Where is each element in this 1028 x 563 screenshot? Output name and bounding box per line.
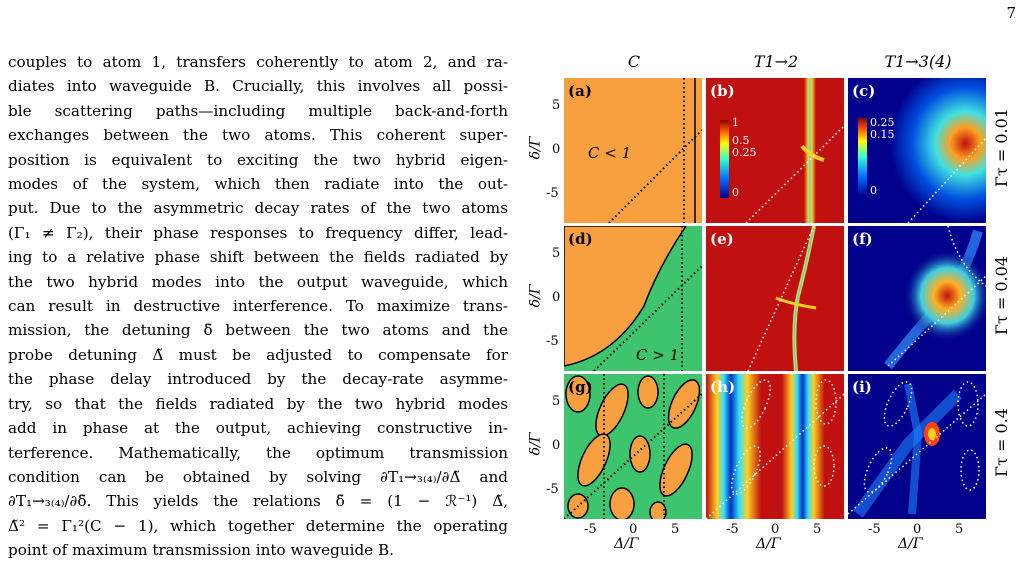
text-line: ∂T₁→₃₍₄₎/∂δ̃. This yields the relations … bbox=[8, 492, 508, 511]
panel-b: (b) 1 0.5 0.25 0 bbox=[706, 78, 844, 223]
row-label-3: Γτ = 0.4 bbox=[992, 408, 1011, 477]
panel-label-b: (b) bbox=[710, 82, 735, 100]
y-tick: 5 bbox=[552, 246, 561, 261]
text-line: put. Due to the asymmetric decay rates o… bbox=[8, 199, 508, 218]
y-axis-title-2: δ/Γ bbox=[527, 284, 544, 308]
panel-label-e: (e) bbox=[710, 230, 734, 248]
panel-label-g: (g) bbox=[568, 378, 593, 396]
text-line: try, so that the fields radiated by the … bbox=[8, 394, 508, 413]
x-axis-title-3: Δ/Γ bbox=[898, 536, 923, 552]
region-label-c-greater-1: C > 1 bbox=[636, 346, 680, 364]
x-tick: 0 bbox=[913, 522, 922, 537]
panel-label-i: (i) bbox=[852, 378, 872, 396]
y-tick: 0 bbox=[552, 142, 561, 157]
colorbar-label-c-0: 0 bbox=[870, 184, 877, 197]
x-tick: 0 bbox=[629, 522, 638, 537]
page-number: 7 bbox=[1006, 4, 1016, 22]
x-tick: -5 bbox=[868, 522, 881, 537]
panel-e: (e) bbox=[706, 226, 844, 371]
text-line: Δ̃² = Γ₁²(C − 1), which together determi… bbox=[8, 516, 508, 535]
x-tick: 0 bbox=[771, 522, 780, 537]
y-axis-title-3: δ/Γ bbox=[527, 432, 544, 456]
panel-label-a: (a) bbox=[568, 82, 592, 100]
y-axis-title-1: δ/Γ bbox=[527, 136, 544, 160]
y-tick: -5 bbox=[546, 334, 559, 349]
colorbar-label-025: 0.25 bbox=[732, 146, 757, 159]
text-line: can result in destructive interference. … bbox=[8, 297, 508, 316]
colorbar-label-0: 0 bbox=[732, 186, 739, 199]
panel-d: (d) C > 1 bbox=[564, 226, 702, 371]
x-tick: 5 bbox=[671, 522, 680, 537]
panel-label-f: (f) bbox=[852, 230, 873, 248]
x-tick: -5 bbox=[584, 522, 597, 537]
text-line: diates into waveguide B. Crucially, this… bbox=[8, 77, 508, 96]
text-line: (Γ₁ ≠ Γ₂), their phase responses to freq… bbox=[8, 223, 508, 242]
panel-a: (a) C < 1 bbox=[564, 78, 702, 223]
y-tick: 5 bbox=[552, 98, 561, 113]
text-line: the phase delay introduced by the decay-… bbox=[8, 370, 508, 389]
panel-h: (h) bbox=[706, 374, 844, 519]
x-tick: 5 bbox=[813, 522, 822, 537]
column-title-c: C bbox=[627, 52, 641, 71]
region-label-c-less-1: C < 1 bbox=[588, 144, 632, 162]
y-tick: 5 bbox=[552, 394, 561, 409]
column-title-t134: T1→3(4) bbox=[884, 52, 952, 71]
row-label-1: Γτ = 0.01 bbox=[992, 108, 1011, 188]
x-axis-title-2: Δ/Γ bbox=[756, 536, 781, 552]
y-tick: 0 bbox=[552, 290, 561, 305]
panel-c: (c) 0.25 0.15 0 bbox=[848, 78, 986, 223]
text-line: position is equivalent to exciting the t… bbox=[8, 150, 508, 169]
text-line: ble scattering paths—including multiple … bbox=[8, 101, 508, 120]
text-line: probe detuning Δ̃ must be adjusted to co… bbox=[8, 345, 508, 364]
text-line: add in phase at the output, achieving co… bbox=[8, 419, 508, 438]
colorbar-label-c-025: 0.25 bbox=[870, 116, 895, 129]
panel-label-d: (d) bbox=[568, 230, 593, 248]
body-text: couples to atom 1, transfers coherently … bbox=[8, 50, 508, 563]
panel-i: (i) bbox=[848, 374, 986, 519]
panel-label-h: (h) bbox=[710, 378, 736, 396]
colorbar-label-1: 1 bbox=[732, 116, 739, 129]
text-line: exchanges between the two atoms. This co… bbox=[8, 126, 508, 145]
colorbar-label-c-015: 0.15 bbox=[870, 128, 895, 141]
row-label-2: Γτ = 0.04 bbox=[992, 256, 1011, 336]
y-tick: 0 bbox=[552, 438, 561, 453]
panel-f: (f) bbox=[848, 226, 986, 371]
column-title-t12: T1→2 bbox=[753, 52, 799, 71]
x-tick: 5 bbox=[955, 522, 964, 537]
panel-g: (g) bbox=[564, 374, 702, 519]
y-tick: -5 bbox=[546, 482, 559, 497]
x-tick: -5 bbox=[726, 522, 739, 537]
text-line: terference. Mathematically, the optimum … bbox=[8, 443, 508, 462]
panel-label-c: (c) bbox=[852, 82, 876, 100]
text-line: couples to atom 1, transfers coherently … bbox=[8, 53, 508, 71]
text-line: point of maximum transmission into waveg… bbox=[8, 541, 394, 560]
text-line: the two hybrid modes into the output wav… bbox=[8, 272, 508, 291]
text-line: condition can be obtained by solving ∂T₁… bbox=[8, 467, 508, 486]
y-tick: -5 bbox=[546, 186, 559, 201]
text-line: modes of the system, which then radiate … bbox=[8, 175, 508, 194]
text-line: ing to a relative phase shift between th… bbox=[8, 248, 508, 267]
colorbar-label-05: 0.5 bbox=[732, 134, 750, 147]
figure: C T1→2 T1→3(4) (a) C < 1 bbox=[527, 48, 1028, 558]
text-line: mission, the detuning δ̃ between the two… bbox=[8, 321, 508, 340]
x-axis-title-1: Δ/Γ bbox=[614, 536, 639, 552]
